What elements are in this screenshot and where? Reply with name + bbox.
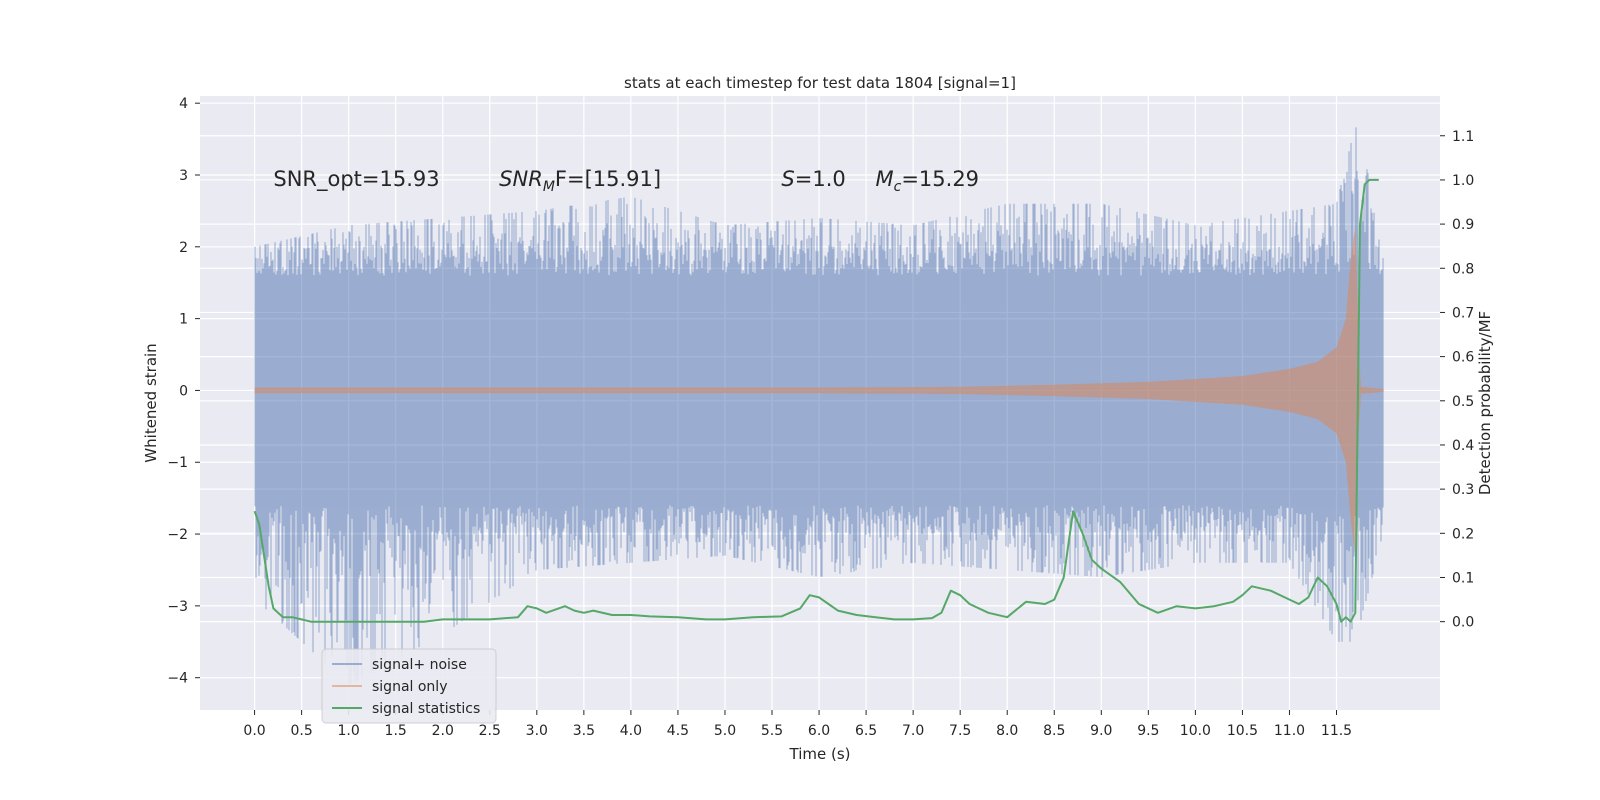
y-tick-label-left: −1 (167, 455, 188, 471)
legend-label: signal statistics (372, 701, 480, 717)
y-tick-label-right: 0.9 (1452, 217, 1474, 233)
annotation-text: SNRMF=[15.91] (499, 167, 661, 195)
x-tick-label: 2.5 (479, 723, 501, 739)
y-tick-label-left: −3 (167, 599, 188, 615)
x-tick-label: 10.0 (1180, 723, 1211, 739)
x-tick-label: 8.0 (996, 723, 1018, 739)
x-tick-label: 6.0 (808, 723, 830, 739)
y-tick-label-right: 0.4 (1452, 438, 1474, 454)
x-tick-label: 6.5 (855, 723, 877, 739)
y-tick-label-right: 1.1 (1452, 129, 1474, 145)
legend-label: signal+ noise (372, 657, 467, 673)
y-tick-label-left: −4 (167, 671, 188, 687)
annotation-subscript: M (543, 179, 555, 195)
signal-only-series (254, 225, 1384, 556)
x-tick-label: 3.0 (526, 723, 548, 739)
y-tick-label-left: −2 (167, 527, 188, 543)
y-tick-label-right: 0.7 (1452, 305, 1474, 321)
y-tick-label-right: 1.0 (1452, 173, 1474, 189)
annotation-main: SNR (499, 167, 543, 191)
x-tick-label: 5.5 (761, 723, 783, 739)
y-tick-label-left: 4 (179, 96, 188, 112)
chart-title: stats at each timestep for test data 180… (624, 74, 1016, 92)
legend-box (321, 648, 497, 724)
x-tick-label: 4.5 (667, 723, 689, 739)
x-tick-label: 0.5 (290, 723, 312, 739)
x-axis-label: Time (s) (789, 745, 851, 763)
x-tick-label: 11.5 (1321, 723, 1352, 739)
signal-statistics-series (253, 178, 1379, 623)
annotation-text: S=1.0 (781, 167, 845, 191)
plot-content (253, 127, 1384, 685)
legend: signal+ noise signal only signal statistic… (321, 648, 497, 724)
annotation-text: SNR_opt=15.93 (273, 167, 439, 192)
y-tick-label-right: 0.6 (1452, 350, 1474, 366)
y-axis-label-left: Whitened strain (142, 343, 160, 462)
axes: 0.0 0.5 1.0 1.5 2.0 2.5 3.0 3.5 4.0 4.5 5.0 5.5 6.0 6… (167, 96, 1474, 739)
annotation-main: S (781, 167, 794, 191)
annotation-rest: F=[15.91] (555, 167, 661, 191)
x-tick-label: 9.5 (1137, 723, 1159, 739)
x-tick-label: 3.5 (573, 723, 595, 739)
y-tick-label-right: 0.1 (1452, 570, 1474, 586)
y-tick-label-right: 0.0 (1452, 615, 1474, 631)
annotation-rest: =15.29 (901, 167, 979, 191)
x-tick-label: 0.0 (243, 723, 265, 739)
y-tick-label-right: 0.3 (1452, 482, 1474, 498)
y-tick-label-left: 3 (179, 168, 188, 184)
y-axis-label-right: Detection probability/MF (1476, 311, 1494, 495)
y-tick-label-left: 0 (179, 383, 188, 399)
annotations: SNR_opt=15.93 SNRMF=[15.91] S=1.0 Mc=15.29 (273, 167, 979, 195)
x-tick-label: 9.0 (1090, 723, 1112, 739)
y-tick-label-right: 0.2 (1452, 526, 1474, 542)
annotation-subscript: c (894, 179, 902, 195)
x-tick-label: 7.0 (902, 723, 924, 739)
annotation-text: Mc=15.29 (876, 167, 980, 195)
x-tick-label: 1.5 (385, 723, 407, 739)
x-tick-label: 5.0 (714, 723, 736, 739)
x-tick-label: 10.5 (1227, 723, 1258, 739)
y-tick-label-right: 0.8 (1452, 261, 1474, 277)
x-tick-label: 11.0 (1274, 723, 1305, 739)
annotation-rest: =1.0 (795, 167, 846, 191)
annotation-main: M (876, 167, 894, 191)
x-tick-label: 1.0 (338, 723, 360, 739)
legend-label: signal only (372, 679, 447, 695)
x-tick-label: 2.0 (432, 723, 454, 739)
y-tick-label-right: 0.5 (1452, 394, 1474, 410)
x-tick-label: 4.0 (620, 723, 642, 739)
y-tick-label-left: 1 (179, 312, 188, 328)
x-tick-label: 8.5 (1043, 723, 1065, 739)
y-tick-label-left: 2 (179, 240, 188, 256)
x-tick-label: 7.5 (949, 723, 971, 739)
